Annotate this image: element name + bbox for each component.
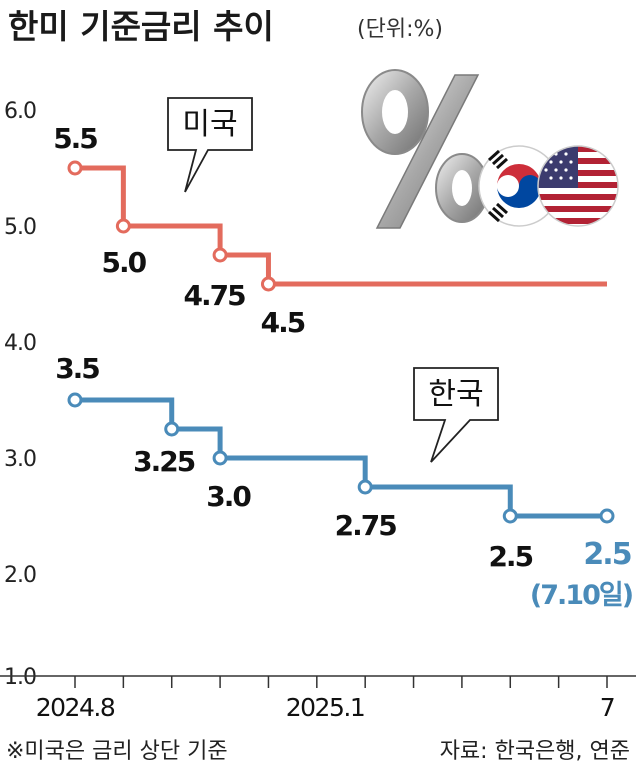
us-data-label: 4.75 xyxy=(184,279,246,312)
chart-title: 한미 기준금리 추이 xyxy=(8,7,274,46)
kr-data-label: 2.75 xyxy=(335,509,397,542)
usa-flag-icon xyxy=(537,145,619,227)
kr-series-name: 한국 xyxy=(428,377,483,412)
kr-series-line xyxy=(75,397,607,519)
kr-point xyxy=(67,392,83,408)
x-tick-label: 2025.1 xyxy=(286,693,364,722)
x-tick-label: 2024.8 xyxy=(36,693,115,722)
kr-callout: 한국 xyxy=(413,367,499,463)
unit-label: (단위:%) xyxy=(357,17,443,42)
y-tick-label: 3.0 xyxy=(4,447,36,472)
us-series-name: 미국 xyxy=(182,107,237,142)
kr-data-label: 2.5 xyxy=(583,537,630,572)
footnote-left: ※미국은 금리 상단 기준 xyxy=(6,739,228,764)
y-tick-label: 6.0 xyxy=(4,99,36,124)
kr-data-sublabel: (7.10일) xyxy=(530,580,633,611)
kr-data-label: 3.5 xyxy=(55,352,99,385)
axes: 1.0 2.0 3.0 4.0 5.0 6.0 2024.8 2025.1 7 xyxy=(0,99,636,722)
us-point xyxy=(212,247,228,263)
kr-data-label: 3.0 xyxy=(206,480,251,513)
us-callout: 미국 xyxy=(167,97,253,193)
us-point xyxy=(260,276,276,292)
us-point xyxy=(67,160,83,176)
percent-sign-icon xyxy=(361,69,489,229)
y-tick-label: 5.0 xyxy=(4,215,36,240)
kr-point xyxy=(599,508,615,524)
us-point xyxy=(115,218,131,234)
us-data-label: 4.5 xyxy=(261,306,305,339)
footnote-right: 자료: 한국은행, 연준 xyxy=(440,739,630,764)
kr-data-label: 2.5 xyxy=(488,540,532,573)
kr-data-label: 3.25 xyxy=(133,445,195,478)
kr-point xyxy=(502,508,518,524)
x-tick-label: 7 xyxy=(600,693,614,722)
kr-point xyxy=(164,421,180,437)
korea-flag-icon xyxy=(478,145,560,227)
series xyxy=(67,160,615,524)
y-tick-label: 2.0 xyxy=(4,563,36,588)
y-tick-label: 1.0 xyxy=(4,665,36,690)
kr-point xyxy=(212,450,228,466)
data-labels: 5.5 5.0 4.75 4.5 3.5 3.25 3.0 2.75 2.5 2.5 (7.10일) xyxy=(53,122,635,611)
kr-point xyxy=(357,479,373,495)
us-data-label: 5.5 xyxy=(53,122,97,155)
us-data-label: 5.0 xyxy=(102,246,147,279)
y-tick-label: 4.0 xyxy=(4,331,36,356)
